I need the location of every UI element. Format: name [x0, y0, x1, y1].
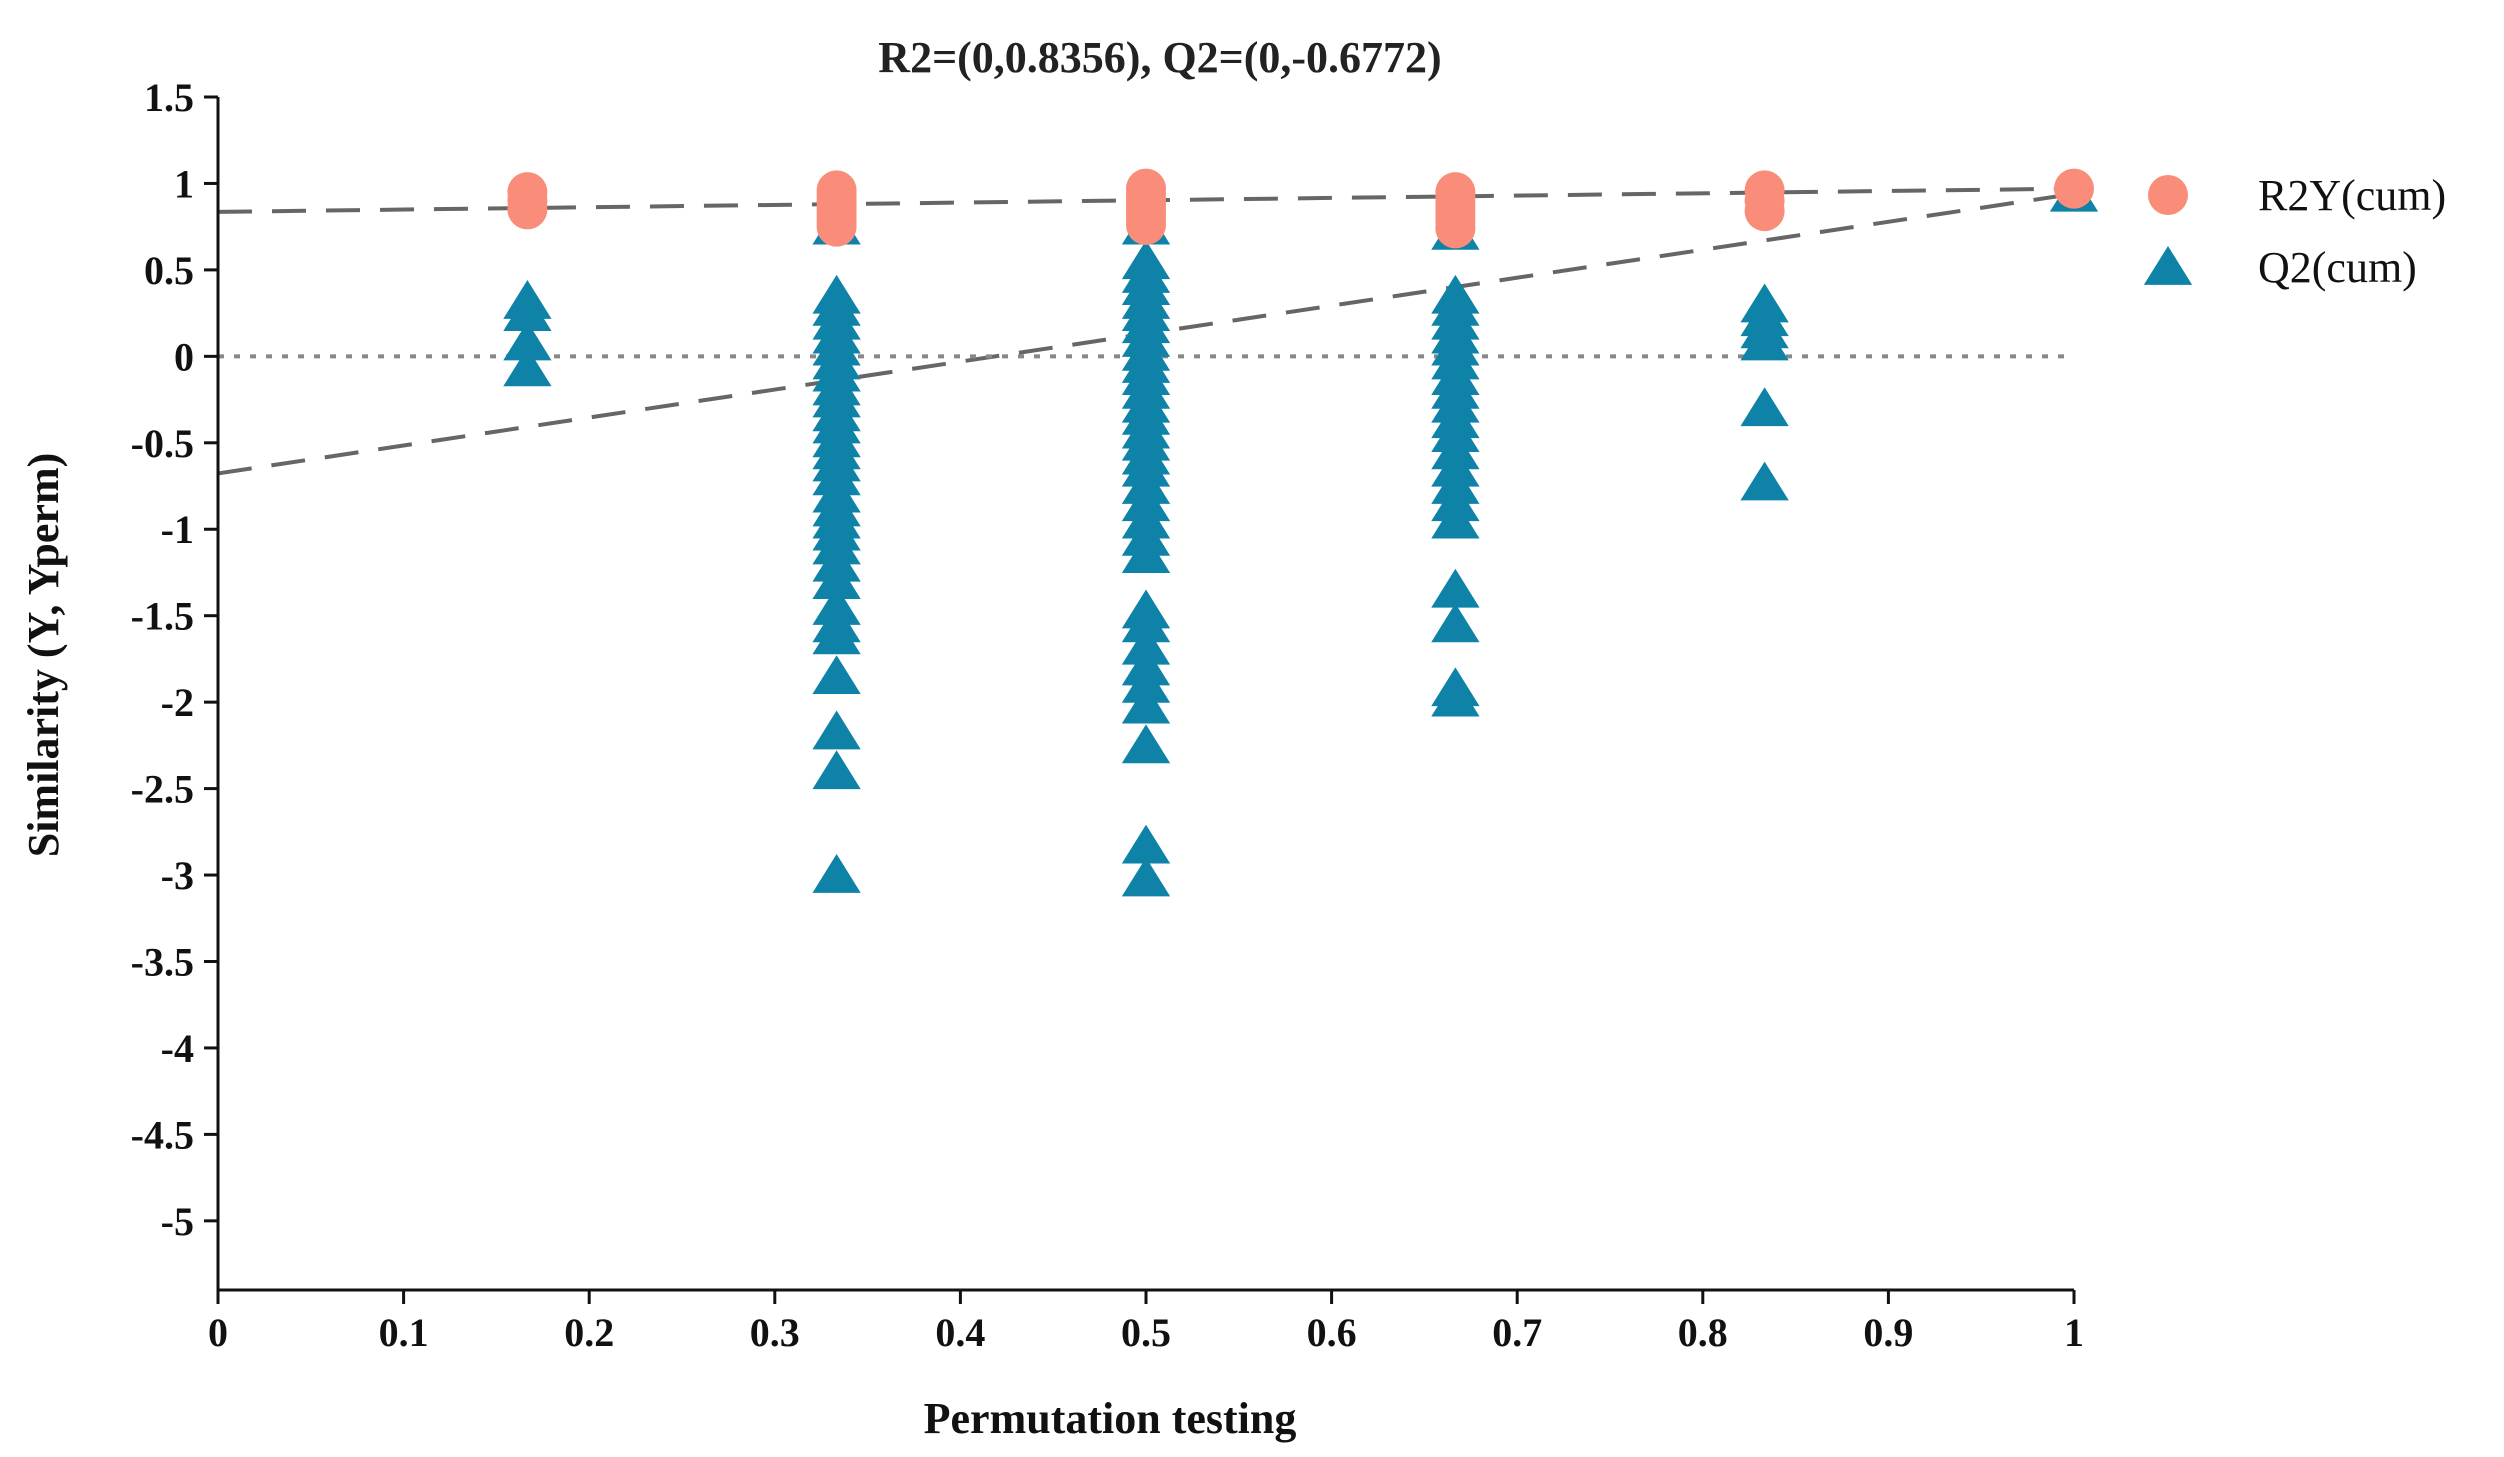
y-tick-label: -0.5	[131, 421, 194, 466]
q2-point	[1121, 603, 1171, 643]
r2y-point	[2054, 168, 2094, 209]
y-tick-label: -2	[161, 680, 194, 725]
q2-point	[1740, 387, 1789, 427]
y-tick-label: -4.5	[131, 1112, 194, 1157]
y-ticks: 1.5 1 0.5 0 -0.5 -1 -1.5 -2 -2.5 -3 -3.5 -4 -4.5 -5	[131, 75, 218, 1244]
y-tick-label: 0.5	[144, 248, 194, 293]
r2y-point	[1435, 208, 1476, 249]
x-ticks: 0 0.1 0.2 0.3 0.4 0.5 0.6 0.7 0.8 0.9 1	[208, 1290, 2084, 1355]
r2y-point	[507, 189, 548, 230]
y-tick-label: -3	[161, 853, 194, 898]
q2-point	[1431, 568, 1480, 608]
q2-point	[812, 710, 861, 750]
legend: R2Y(cum) Q2(cum)	[2143, 171, 2446, 292]
q2-point	[1121, 684, 1171, 724]
r2y-point	[1126, 204, 1166, 245]
q2-point	[503, 347, 552, 387]
legend-q2-label: Q2(cum)	[2258, 243, 2417, 292]
y-tick-label: 0	[174, 334, 194, 379]
x-tick-label: 0.2	[564, 1310, 614, 1355]
q2-point	[1121, 534, 1171, 574]
q2-point	[1740, 461, 1789, 501]
q2-point	[812, 560, 861, 599]
x-tick-label: 0.7	[1492, 1310, 1542, 1355]
q2-point	[1431, 677, 1480, 717]
q2-point	[812, 655, 861, 695]
q2-point	[812, 615, 861, 655]
y-tick-label: -4	[161, 1026, 194, 1071]
x-tick-label: 0	[208, 1310, 228, 1355]
y-tick-label: -5	[161, 1199, 194, 1244]
x-tick-label: 0.5	[1121, 1310, 1171, 1355]
chart-title: R2=(0,0.8356), Q2=(0,-0.6772)	[878, 33, 1441, 82]
y-tick-label: 1	[174, 161, 194, 206]
x-tick-label: 1	[2064, 1310, 2084, 1355]
y-tick-label: -2.5	[131, 767, 194, 812]
q2-point	[503, 321, 552, 361]
q2-point	[812, 750, 861, 790]
y-tick-label: -1.5	[131, 594, 194, 639]
x-tick-label: 0.4	[935, 1310, 985, 1355]
y-axis-title: Similarity (Y, Yperm)	[19, 453, 68, 858]
q2-point	[1121, 663, 1171, 703]
legend-r2y-label: R2Y(cum)	[2258, 171, 2446, 220]
x-tick-label: 0.9	[1863, 1310, 1913, 1355]
y-tick-label: -1	[161, 507, 194, 552]
legend-r2y-marker	[2148, 175, 2188, 215]
q2-point	[1121, 857, 1171, 897]
x-tick-label: 0.8	[1678, 1310, 1728, 1355]
x-axis-title: Permutation testing	[924, 1394, 1297, 1443]
legend-q2-marker	[2143, 246, 2193, 285]
x-tick-label: 0.6	[1307, 1310, 1357, 1355]
q2-point	[1431, 603, 1480, 643]
q2-point	[1121, 724, 1171, 764]
x-tick-label: 0.1	[379, 1310, 429, 1355]
data-points	[503, 168, 2099, 897]
q2-point	[1121, 625, 1171, 665]
q2-point	[503, 292, 552, 331]
x-tick-label: 0.3	[750, 1310, 800, 1355]
q2-point	[1740, 321, 1789, 361]
r2y-point	[1744, 191, 1785, 232]
y-tick-label: 1.5	[144, 75, 194, 120]
r2y-point	[816, 206, 857, 247]
q2-point	[1121, 824, 1171, 864]
q2-point	[812, 854, 861, 893]
y-tick-label: -3.5	[131, 939, 194, 984]
q2-point	[1431, 499, 1480, 539]
